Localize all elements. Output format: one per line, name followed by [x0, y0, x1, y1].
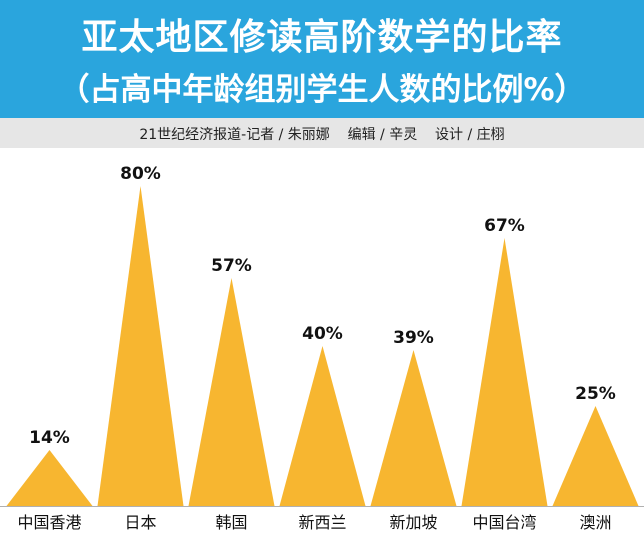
bar-2 [188, 278, 275, 506]
category-label-2: 韩国 [215, 513, 247, 532]
data-label-0: 14% [29, 428, 70, 448]
credit-bar: 21世纪经济报道-记者 / 朱丽娜 编辑 / 辛灵 设计 / 庄栩 [0, 118, 644, 148]
bar-5 [461, 238, 548, 506]
category-label-6: 澳洲 [579, 513, 611, 532]
data-label-5: 67% [484, 216, 525, 236]
chart-subtitle: （占高中年龄组别学生人数的比例%） [58, 72, 586, 108]
credit-line: 21世纪经济报道-记者 / 朱丽娜 编辑 / 辛灵 设计 / 庄栩 [139, 127, 505, 143]
data-label-4: 39% [393, 328, 434, 348]
title-banner: 亚太地区修读高阶数学的比率 （占高中年龄组别学生人数的比例%） [0, 0, 644, 118]
data-label-1: 80% [120, 164, 161, 184]
bar-4 [370, 350, 457, 506]
category-label-5: 中国台湾 [472, 513, 536, 532]
category-label-4: 新加坡 [389, 513, 437, 532]
data-label-2: 57% [211, 256, 252, 276]
data-label-6: 25% [575, 384, 616, 404]
category-label-3: 新西兰 [298, 513, 346, 532]
bar-1 [97, 186, 184, 506]
bar-6 [552, 406, 639, 506]
category-label-1: 日本 [124, 513, 156, 532]
bar-3 [279, 346, 366, 506]
triangle-bar-chart: 14% 中国香港 80% 日本 57% 韩国 40% 新西兰 39% 新加坡 67% 中国台湾 25% 澳… [0, 164, 644, 532]
category-label-0: 中国香港 [17, 513, 81, 532]
data-label-3: 40% [302, 324, 343, 344]
bar-0 [6, 450, 93, 506]
chart-title: 亚太地区修读高阶数学的比率 [81, 17, 563, 58]
